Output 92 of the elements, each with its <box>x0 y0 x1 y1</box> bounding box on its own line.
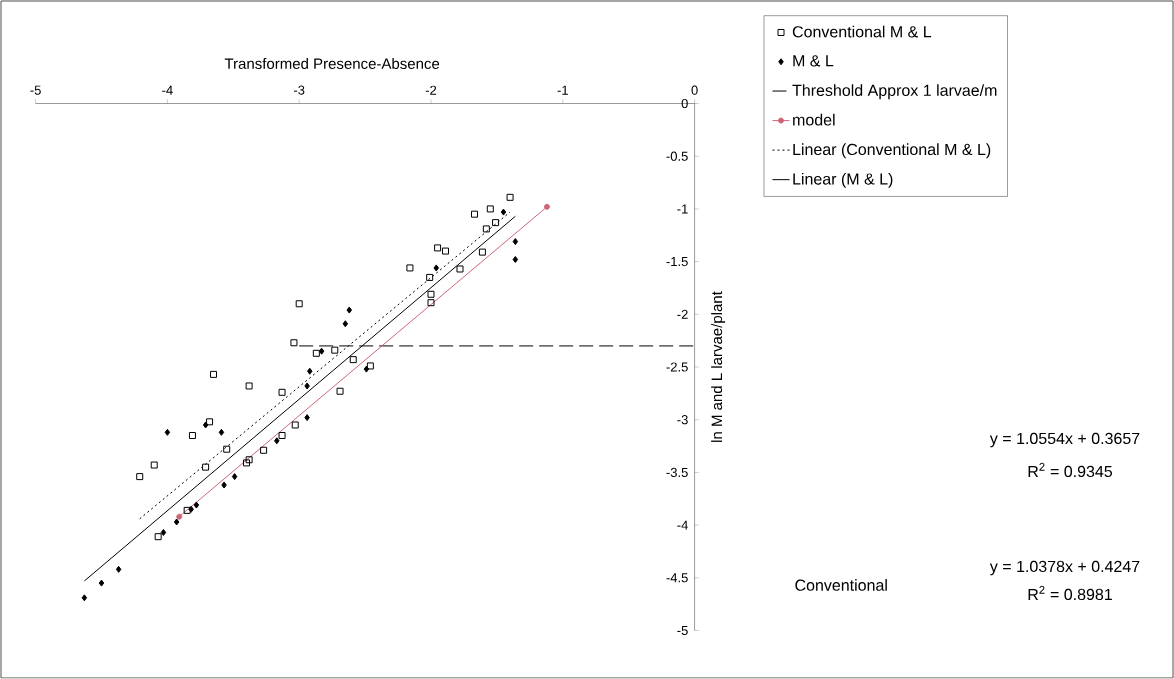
x-tick-label: -4 <box>162 85 173 95</box>
point <box>366 362 374 370</box>
y-tick-label: 0 <box>681 98 688 109</box>
text: R$^{2}$ = 0.9345 <box>1028 462 1113 478</box>
point <box>346 306 353 314</box>
point <box>231 473 238 481</box>
point <box>173 518 180 526</box>
point <box>81 594 88 602</box>
point <box>470 210 478 218</box>
point <box>478 248 486 256</box>
point <box>115 565 122 573</box>
point <box>336 387 344 395</box>
y-tick-label: -3.5 <box>666 467 688 477</box>
point <box>482 225 490 233</box>
point <box>433 264 440 272</box>
point <box>242 459 250 467</box>
point <box>291 421 299 429</box>
x-tick-label: -2 <box>425 85 437 95</box>
point <box>304 382 310 390</box>
point <box>342 320 349 328</box>
point <box>331 346 339 354</box>
point <box>223 445 231 453</box>
text: y = 1.0378x + 0.4247 <box>989 560 1140 576</box>
point <box>543 203 550 210</box>
point <box>426 273 434 281</box>
point <box>98 579 105 587</box>
point <box>486 205 494 213</box>
point <box>506 193 514 201</box>
y-tick-label: -5 <box>677 625 688 636</box>
point <box>274 437 280 445</box>
y-tick-label: -4 <box>677 520 688 530</box>
point <box>349 356 357 364</box>
point <box>427 299 435 307</box>
point <box>500 208 507 216</box>
y-tick-label: -0.5 <box>666 151 688 161</box>
text: Conventional <box>795 579 887 591</box>
point <box>206 418 214 426</box>
point <box>160 528 167 536</box>
point <box>318 347 325 355</box>
x-tick-label: 0 <box>691 85 698 95</box>
y-tick-label: -3 <box>677 415 688 425</box>
point <box>176 513 183 520</box>
point <box>306 367 313 375</box>
y-axis-title: ln M and L larvae/plant <box>711 291 726 442</box>
point <box>193 501 200 509</box>
point <box>290 339 298 347</box>
point <box>150 461 158 469</box>
y-tick-label: -1 <box>677 204 688 214</box>
point <box>136 473 144 481</box>
point <box>312 349 320 357</box>
point <box>154 533 162 541</box>
point <box>363 365 370 373</box>
y-tick-label: -2 <box>677 309 688 319</box>
point <box>278 388 286 396</box>
text: R$^{2}$ = 0.8981 <box>1028 585 1112 601</box>
legend-label: Threshold Approx 1 larvae/m <box>792 84 997 100</box>
point <box>406 264 414 272</box>
point <box>278 432 286 440</box>
point <box>441 247 449 255</box>
legend-label: Conventional M & L <box>792 25 932 38</box>
point <box>202 421 209 429</box>
point <box>202 463 210 471</box>
point <box>245 456 253 464</box>
legend-label: Linear (M & L) <box>793 172 893 188</box>
point <box>512 256 519 263</box>
point <box>295 300 303 308</box>
text: y = 1.0554x + 0.3657 <box>989 432 1140 448</box>
point <box>260 446 268 454</box>
y-tick-label: -4.5 <box>666 573 688 583</box>
legend-label: model <box>793 113 835 126</box>
x-tick-label: -3 <box>294 85 305 95</box>
point <box>456 265 464 273</box>
legend-label: M & L <box>793 55 834 67</box>
legend-label: Linear (Conventional M & L) <box>793 143 991 159</box>
point <box>218 428 225 436</box>
point <box>183 506 191 514</box>
point <box>492 219 500 227</box>
y-tick-label: -2.5 <box>666 362 688 372</box>
point <box>164 428 171 436</box>
point <box>188 505 194 513</box>
point <box>427 290 435 298</box>
point <box>210 370 218 378</box>
point <box>304 414 310 422</box>
x-tick-label: -5 <box>30 85 41 95</box>
point <box>245 382 253 390</box>
point <box>434 244 442 252</box>
x-tick-label: -1 <box>557 85 568 95</box>
x-axis-title: Transformed Presence-Absence <box>224 57 440 69</box>
point <box>188 432 196 440</box>
y-tick-label: -1.5 <box>666 257 688 267</box>
point <box>221 481 227 489</box>
point <box>512 238 519 246</box>
